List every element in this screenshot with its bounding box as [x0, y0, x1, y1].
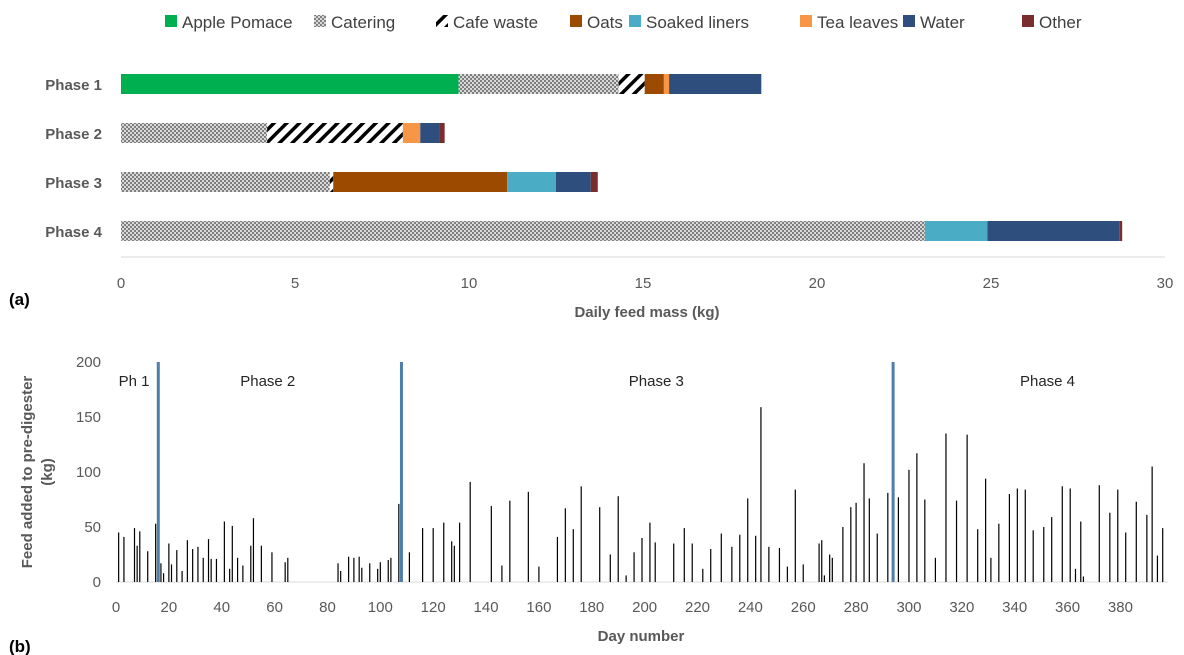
- bar-catering: [121, 172, 330, 192]
- x-tick-label: 360: [1055, 599, 1080, 616]
- x-tick-label: 220: [685, 599, 710, 616]
- x-tick-label: 240: [738, 599, 763, 616]
- phase-label: Phase 2: [240, 373, 295, 390]
- x-tick-label: 120: [421, 599, 446, 616]
- chart-a: Apple Pomace Catering Cafe waste Oats Soaked…: [9, 13, 1173, 321]
- phase-label: Phase 3: [629, 373, 684, 390]
- category-label: Phase 1: [45, 77, 102, 94]
- x-tick-label: 300: [896, 599, 921, 616]
- x-tick-label: 60: [266, 599, 283, 616]
- phase-label: Phase 4: [1020, 373, 1075, 390]
- legend-swatch-apple-pomace: [165, 15, 177, 27]
- x-tick-label: 40: [213, 599, 230, 616]
- legend-swatch-other: [1022, 15, 1034, 27]
- legend-label-apple-pomace: Apple Pomace: [182, 13, 293, 32]
- y-tick-label: 50: [84, 519, 101, 536]
- x-tick-label: 100: [368, 599, 393, 616]
- x-tick-label: 30: [1157, 275, 1174, 292]
- y-tick-label: 200: [76, 354, 101, 371]
- x-tick-label: 20: [161, 599, 178, 616]
- x-tick-label: 10: [461, 275, 478, 292]
- legend-label-cafe-waste: Cafe waste: [453, 13, 538, 32]
- x-tick-label: 140: [474, 599, 499, 616]
- bar-catering: [121, 123, 268, 143]
- legend-swatch-water: [903, 15, 915, 27]
- bar-other: [439, 123, 445, 143]
- x-axis-title: Day number: [598, 628, 685, 645]
- bar-water: [420, 123, 440, 143]
- legend-swatch-soaked-liners: [629, 15, 641, 27]
- legend-swatch-cafe-waste: [436, 15, 448, 27]
- legend-swatch-tea-leaves: [800, 15, 812, 27]
- bar-soaked-liners: [507, 172, 556, 192]
- x-tick-label: 160: [526, 599, 551, 616]
- legend-label-other: Other: [1039, 13, 1082, 32]
- x-tick-label: 200: [632, 599, 657, 616]
- x-tick-label: 340: [1002, 599, 1027, 616]
- legend-label-soaked-liners: Soaked liners: [646, 13, 749, 32]
- bar-catering: [458, 74, 619, 94]
- y-tick-label: 150: [76, 409, 101, 426]
- bar-water: [987, 221, 1120, 241]
- bar-other: [590, 172, 598, 192]
- y-axis-title: Feed added to pre-digester (kg): [19, 376, 56, 569]
- bar-apple-pomace: [121, 74, 459, 94]
- bar-cafe-waste: [267, 123, 403, 143]
- legend-label-catering: Catering: [331, 13, 395, 32]
- category-label: Phase 3: [45, 175, 102, 192]
- legend-label-tea-leaves: Tea leaves: [817, 13, 898, 32]
- legend-swatch-catering: [314, 15, 326, 27]
- bar-soaked-liners: [924, 221, 988, 241]
- y-axis-title-line-1: Feed added to pre-digester: [19, 376, 36, 569]
- x-tick-label: 280: [844, 599, 869, 616]
- bar-oats: [644, 74, 664, 94]
- legend-swatch-oats: [570, 15, 582, 27]
- bar-water: [669, 74, 762, 94]
- bar-cafe-waste: [329, 172, 334, 192]
- x-axis-title: Daily feed mass (kg): [574, 304, 719, 321]
- chart-b: 0 50 100 150 200 0 20 40 60 80 100 120 140 160 180 200 2…: [9, 354, 1168, 655]
- bar-catering: [121, 221, 925, 241]
- category-label: Phase 2: [45, 126, 102, 143]
- x-tick-label: 0: [112, 599, 120, 616]
- bar-water: [556, 172, 591, 192]
- bar-cafe-waste: [618, 74, 645, 94]
- bar-tea-leaves: [663, 74, 670, 94]
- x-tick-label: 20: [809, 275, 826, 292]
- x-tick-label: 380: [1108, 599, 1133, 616]
- x-tick-label: 0: [117, 275, 125, 292]
- y-tick-label: 0: [93, 574, 101, 591]
- x-tick-label: 180: [579, 599, 604, 616]
- bar-oats: [333, 172, 508, 192]
- y-tick-label: 100: [76, 464, 101, 481]
- x-tick-label: 25: [983, 275, 1000, 292]
- y-axis-title-line-2: (kg): [39, 458, 56, 486]
- x-tick-label: 5: [291, 275, 299, 292]
- legend-label-oats: Oats: [587, 13, 623, 32]
- legend-label-water: Water: [920, 13, 965, 32]
- panel-label: (b): [9, 637, 31, 655]
- panel-label: (a): [9, 290, 30, 309]
- category-label: Phase 4: [45, 224, 102, 241]
- x-tick-label: 320: [949, 599, 974, 616]
- bar-tea-leaves: [402, 123, 421, 143]
- phase-label: Ph 1: [119, 373, 150, 390]
- x-tick-label: 80: [319, 599, 336, 616]
- x-tick-label: 260: [791, 599, 816, 616]
- bar-other: [1119, 221, 1123, 241]
- x-tick-label: 15: [635, 275, 652, 292]
